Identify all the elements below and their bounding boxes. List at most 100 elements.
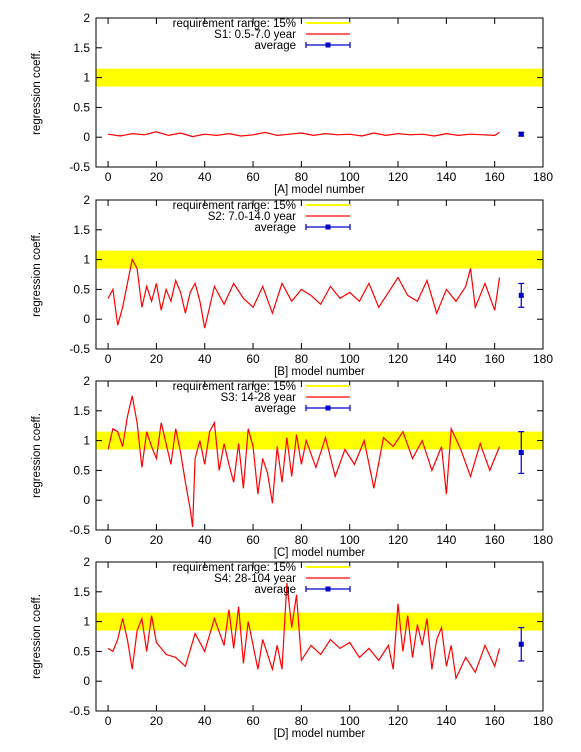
legend: requirement range: 15%S1: 0.5-7.0 yearav… [173,18,351,52]
x-tick-label: 160 [485,714,505,728]
y-tick-label: 1.5 [73,404,90,418]
series-line-1 [107,257,501,329]
y-tick-label: 1 [83,434,90,448]
series-line-1 [107,582,501,681]
x-tick-label: 180 [533,352,553,366]
x-tick-label: 80 [295,170,309,184]
legend-label: S2: 7.0-14.0 year [208,211,296,223]
average-point [518,626,525,662]
plot-frame [95,199,544,350]
y-axis-title: regression coeff. [31,413,43,498]
x-axis-title: [C] model number [274,547,366,559]
legend: requirement range: 15%S2: 7.0-14.0 yeara… [173,200,351,234]
x-tick-label: 140 [436,170,456,184]
average-point [518,282,525,308]
legend-sample-avg-marker [325,586,331,592]
x-tick-label: 0 [105,170,112,184]
chart-panel-d: -0.500.511.520 20 40 60 80 100 120 140 160 180[D]… [31,555,553,740]
y-tick-label: 1.5 [73,41,90,55]
x-tick-label: 120 [388,533,408,547]
x-tick-label: 80 [295,533,309,547]
legend-sample-avg-marker [325,224,331,230]
x-tick-label: 20 [150,533,164,547]
y-tick-label: 0.5 [73,463,90,477]
y-axis-title: regression coeff. [31,50,43,135]
x-tick-label: 80 [295,352,309,366]
y-tick-label: -0.5 [69,160,90,174]
x-axis-title: [A] model number [274,184,365,196]
y-tick-label: -0.5 [69,342,90,356]
x-tick-label: 180 [533,714,553,728]
x-tick-label: 120 [388,352,408,366]
x-tick-label: 140 [436,714,456,728]
x-tick-label: 60 [246,714,260,728]
x-tick-label: 0 [105,714,112,728]
y-axis-title: regression coeff. [31,594,43,679]
legend-label: requirement range: 15% [173,381,296,393]
x-tick-label: 100 [340,714,360,728]
plot-frame [95,380,544,531]
requirement-band [96,431,543,450]
x-tick-label: 120 [388,714,408,728]
legend-label: requirement range: 15% [173,562,296,574]
y-tick-label: -0.5 [69,523,90,537]
y-tick-label: 2 [83,374,90,388]
y-tick-label: 2 [83,555,90,569]
requirement-band [96,612,543,631]
x-tick-label: 80 [295,714,309,728]
average-marker [518,641,524,647]
chart-panel-c: -0.500.511.520 20 40 60 80 100 120 140 160 180[C]… [31,374,553,559]
x-tick-label: 160 [485,352,505,366]
y-tick-label: 0 [83,312,90,326]
x-tick-label: 40 [198,170,212,184]
x-tick-label: 0 [105,352,112,366]
x-tick-label: 20 [150,352,164,366]
requirement-band [96,68,543,87]
y-tick-label: 1.5 [73,223,90,237]
x-tick-label: 120 [388,170,408,184]
x-tick-label: 40 [198,714,212,728]
average-marker [518,292,524,298]
legend-label: average [254,222,296,234]
legend-label: average [254,584,296,596]
y-tick-label: 1 [83,253,90,267]
average-point [518,431,525,474]
x-tick-label: 40 [198,352,212,366]
x-tick-label: 60 [246,533,260,547]
x-tick-label: 60 [246,170,260,184]
legend-label: S3: 14-28 year [221,392,297,404]
x-tick-label: 40 [198,533,212,547]
x-tick-label: 100 [340,352,360,366]
chart-panel-a: -0.500.511.520 20 40 60 80 100 120 140 160 180[A]… [31,11,553,196]
y-tick-label: 1 [83,71,90,85]
x-tick-label: 0 [105,533,112,547]
x-tick-label: 20 [150,714,164,728]
x-tick-label: 160 [485,533,505,547]
x-tick-label: 100 [340,533,360,547]
x-axis-title: [D] model number [274,728,366,740]
legend: requirement range: 15%S3: 14-28 yearaver… [173,381,351,415]
legend-label: S4: 28-104 year [214,573,296,585]
legend-label: requirement range: 15% [173,200,296,212]
x-tick-label: 180 [533,533,553,547]
legend: requirement range: 15%S4: 28-104 yearave… [173,562,351,596]
legend-sample-avg-marker [325,405,331,411]
y-tick-label: 0.5 [73,644,90,658]
y-tick-label: 2 [83,193,90,207]
average-marker [518,131,524,137]
y-tick-label: 2 [83,11,90,25]
x-tick-label: 160 [485,170,505,184]
y-tick-label: 0.5 [73,282,90,296]
legend-label: average [254,40,296,52]
plot-frame [95,561,544,712]
average-point [518,131,525,137]
legend-label: average [254,403,296,415]
x-tick-label: 20 [150,170,164,184]
average-marker [518,450,524,456]
y-axis-title: regression coeff. [31,232,43,317]
y-tick-label: 1.5 [73,585,90,599]
x-axis-title: [B] model number [274,366,365,378]
y-tick-label: -0.5 [69,704,90,718]
chart-panel-b: -0.500.511.520 20 40 60 80 100 120 140 160 180[B]… [31,193,553,378]
